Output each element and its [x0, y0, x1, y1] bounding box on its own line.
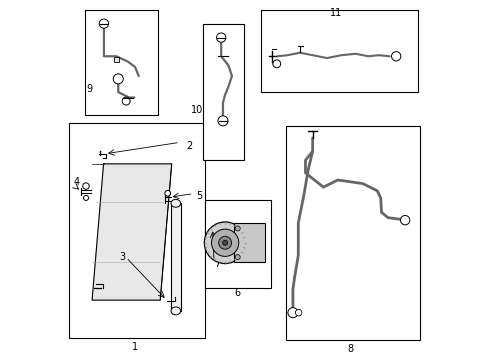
Circle shape — [82, 183, 89, 189]
Circle shape — [216, 33, 225, 42]
Circle shape — [211, 229, 238, 256]
Text: 1: 1 — [132, 342, 138, 352]
Circle shape — [222, 240, 227, 245]
Circle shape — [83, 195, 88, 201]
Bar — [69, 123, 204, 338]
Circle shape — [400, 216, 409, 225]
Text: 5: 5 — [196, 191, 203, 201]
Ellipse shape — [171, 307, 180, 315]
Text: 9: 9 — [86, 84, 92, 94]
Text: 11: 11 — [329, 8, 342, 18]
Bar — [113, 57, 119, 62]
Circle shape — [122, 97, 130, 105]
Circle shape — [204, 222, 245, 264]
Bar — [260, 10, 418, 92]
Circle shape — [218, 236, 231, 249]
Circle shape — [272, 60, 280, 68]
Circle shape — [113, 74, 123, 84]
Circle shape — [287, 308, 297, 318]
Circle shape — [235, 255, 240, 260]
Text: 2: 2 — [185, 141, 192, 151]
Bar — [234, 223, 264, 262]
Text: 4: 4 — [74, 177, 80, 187]
Circle shape — [391, 51, 400, 61]
Circle shape — [295, 310, 301, 316]
Text: 7: 7 — [214, 259, 220, 269]
Bar — [203, 24, 244, 160]
Circle shape — [164, 190, 170, 196]
Text: 10: 10 — [190, 105, 203, 115]
Bar — [204, 200, 271, 288]
Text: 8: 8 — [346, 343, 353, 354]
Circle shape — [99, 19, 108, 28]
Polygon shape — [92, 164, 171, 300]
Bar — [285, 126, 419, 339]
Circle shape — [235, 226, 240, 231]
Text: 6: 6 — [234, 288, 240, 298]
Text: 3: 3 — [119, 252, 125, 262]
Bar — [85, 10, 158, 116]
Bar — [171, 203, 180, 311]
Circle shape — [218, 116, 227, 126]
Ellipse shape — [171, 199, 180, 207]
